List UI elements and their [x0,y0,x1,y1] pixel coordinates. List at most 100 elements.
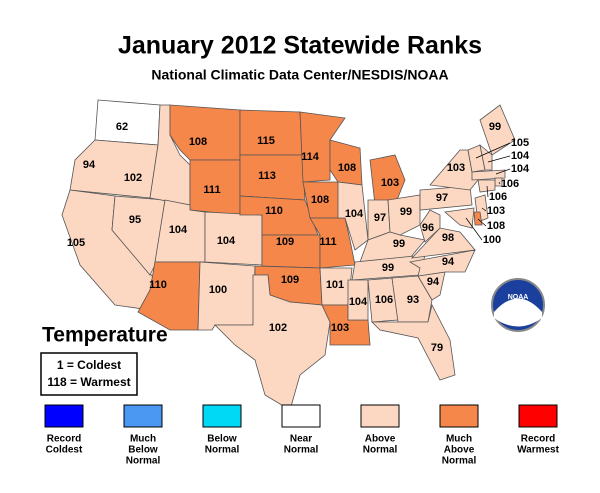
state [479,143,493,171]
state-rank: 104 [345,208,364,220]
state-rank: 103 [381,177,399,189]
state [369,154,406,206]
legend-label: Normal [205,445,240,456]
state [239,109,303,156]
legend-swatch [360,404,400,428]
logo-wave [494,298,542,327]
state-rank: 97 [374,212,386,224]
state-rank: 97 [436,192,448,204]
legend-label: Coldest [46,445,83,456]
legend-label: Record [521,434,555,445]
leader-line [475,142,511,159]
state [69,139,159,199]
legend-swatch [202,404,242,428]
logo-text: NOAA [508,294,529,301]
legend-label: Normal [442,456,477,467]
state-rank: 108 [189,136,207,148]
state-rank: 62 [116,121,128,133]
state-rank: 96 [422,222,434,234]
legend-label: Much [446,434,472,445]
state [391,275,433,323]
state-rank: 104 [169,224,188,236]
state-rank: 99 [382,262,394,274]
legend: RecordColdestMuchBelowNormalBelowNormalN… [44,404,560,467]
leader-line [495,168,511,175]
key-text: 1 = Coldest [57,358,121,372]
state-rank: 113 [258,170,276,182]
state [419,209,441,243]
state [347,279,369,321]
logo: NOAA [491,278,545,332]
state [479,104,516,156]
leader-line [486,185,489,198]
legend-swatch [44,404,84,428]
leader-line [498,181,501,185]
legend-label: Above [365,434,396,445]
state-rank: 100 [483,234,501,246]
legend-label: Near [290,434,312,445]
state [371,303,456,381]
state-rank: 115 [257,135,275,147]
leader-line [487,155,511,163]
state-rank: 111 [203,184,220,196]
subtitle: National Climatic Data Center/NESDIS/NOA… [151,67,448,83]
legend-swatch [281,404,321,428]
legend-label: Below [207,434,237,445]
state-rank: 106 [375,294,393,306]
state-rank: 103 [447,162,465,174]
legend-label: Record [47,434,81,445]
state-rank: 105 [67,237,85,249]
leader-line [477,218,487,227]
state-rank: 104 [349,296,368,308]
state-rank: 95 [129,214,141,226]
state [471,169,506,181]
state-rank: 99 [489,121,501,133]
state-rank: 93 [407,294,419,306]
state [477,179,496,193]
state-rank: 101 [326,279,344,291]
state [169,104,241,161]
legend-label: Warmest [517,445,560,456]
legend-swatch [439,404,479,428]
state-rank: 100 [209,284,227,296]
state-rank: 104 [511,150,530,162]
legend-title: Temperature [42,324,168,347]
state-rank: 79 [431,342,443,354]
state-rank: 94 [427,276,440,288]
state-rank: 109 [276,236,294,248]
legend-label: Much [130,434,156,445]
legend-label: Normal [284,445,319,456]
state-rank: 108 [338,162,356,174]
state-rank: 106 [489,191,507,203]
title: January 2012 Statewide Ranks [118,32,482,60]
state-rank: 106 [501,178,519,190]
state-rank: 102 [269,322,287,334]
state [197,261,256,331]
legend-label: Normal [363,445,398,456]
state-rank: 114 [301,151,320,163]
state-rank: 109 [281,274,299,286]
legend-label: Normal [126,456,161,467]
state [410,227,476,259]
state-rank: 99 [400,206,412,218]
leader-line [465,217,483,241]
state [337,181,369,251]
legend-label: Above [444,445,475,456]
state-rank: 108 [487,220,505,232]
state-rank: 103 [331,322,349,334]
state-rank: 104 [511,163,530,175]
state-rank: 103 [487,205,505,217]
key-text: 118 = Warmest [47,375,130,389]
legend-swatch [123,404,163,428]
state-rank: 108 [311,194,329,206]
state-rank: 99 [393,238,405,250]
leader-line [481,207,487,212]
state-rank: 94 [442,256,455,268]
state-rank: 111 [319,236,336,248]
legend-swatch [518,404,558,428]
state-rank: 110 [265,205,283,217]
state [214,274,331,411]
state-rank: 110 [149,279,167,291]
